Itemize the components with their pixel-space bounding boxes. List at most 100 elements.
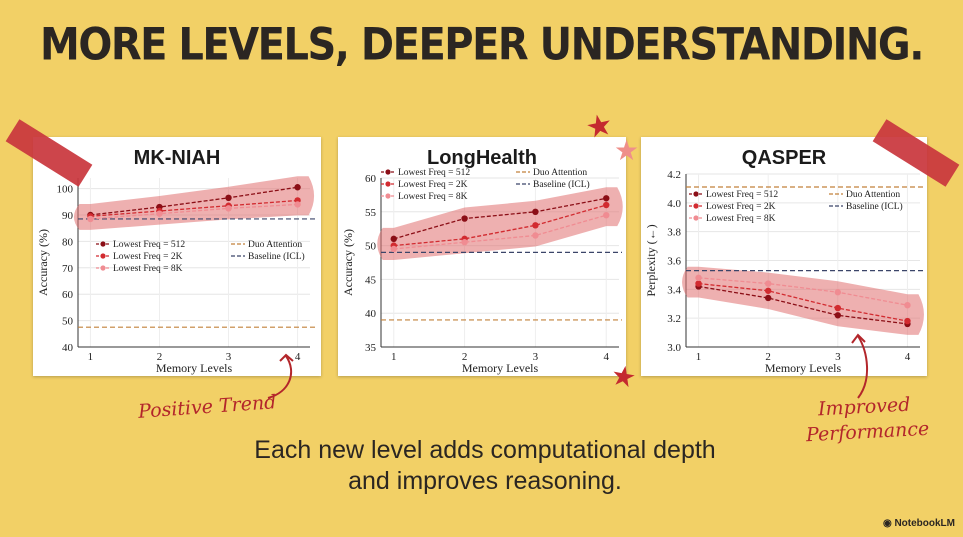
arrow-icon	[267, 355, 292, 399]
y-tick-label: 3.8	[667, 227, 681, 239]
x-axis-label: Memory Levels	[462, 361, 539, 375]
x-tick-label: 3	[835, 351, 841, 363]
y-tick-label: 100	[57, 184, 74, 196]
y-tick-label: 3.2	[667, 313, 681, 325]
y-axis-label: Perplexity (←)	[644, 224, 658, 296]
arrow-icon	[857, 335, 869, 399]
series-line	[90, 199, 298, 217]
x-tick-label: 1	[696, 351, 702, 363]
data-point	[294, 201, 301, 208]
x-axis-label: Memory Levels	[156, 361, 233, 375]
data-point	[764, 287, 772, 294]
chart-title: QASPER	[742, 147, 827, 169]
data-point	[695, 274, 702, 281]
legend-swatch	[385, 181, 391, 187]
y-tick-label: 50	[62, 316, 74, 328]
legend-swatch	[385, 193, 391, 199]
series-line	[698, 282, 908, 322]
data-point	[390, 245, 397, 253]
legend-label: Lowest Freq = 2K	[706, 202, 776, 212]
y-tick-label: 50	[365, 241, 377, 253]
chart-title: MK-NIAH	[134, 147, 221, 169]
data-point	[532, 208, 539, 215]
x-tick-label: 1	[391, 351, 397, 363]
y-tick-label: 90	[62, 210, 74, 222]
series-line	[698, 277, 908, 306]
y-tick-label: 4.2	[667, 169, 681, 181]
chart-mk-niah: MK-NIAH 40 50 60 70 80 90 100 1 2 3 4 Memory Levels A…	[36, 147, 317, 375]
data-point	[532, 222, 539, 229]
data-point	[764, 294, 772, 302]
legend-swatch	[100, 241, 106, 247]
y-tick-label: 3.6	[667, 256, 681, 268]
legend-label: Lowest Freq = 512	[706, 190, 778, 200]
legend-label: Lowest Freq = 8K	[113, 264, 183, 274]
brand-label: NotebookLM	[894, 518, 955, 529]
data-point	[834, 312, 842, 319]
y-tick-label: 60	[62, 289, 74, 301]
x-tick-label: 4	[295, 351, 301, 363]
legend-label: Lowest Freq = 8K	[398, 192, 468, 202]
legend-label: Baseline (ICL)	[846, 201, 903, 212]
x-tick-label: 2	[157, 351, 163, 363]
y-tick-label: 35	[365, 342, 377, 354]
y-tick-label: 45	[365, 274, 377, 286]
arrow-icon	[851, 333, 866, 344]
y-axis-label: Accuracy (%)	[341, 229, 355, 296]
data-point	[904, 317, 911, 325]
legend-swatch	[385, 169, 391, 175]
legend-label: Lowest Freq = 512	[398, 168, 470, 178]
series-line	[90, 203, 298, 220]
y-tick-label: 60	[365, 173, 377, 185]
chart-longhealth: LongHealth 35 40 45 50 55 60 1 2 3 4 Memory Levels A…	[341, 147, 623, 375]
x-tick-label: 4	[905, 351, 911, 363]
legend-label: Lowest Freq = 2K	[113, 252, 183, 262]
chart-card-qasper: QASPER 3.0 3.2 3.4 3.6 3.8 4.0 4.2 1 2 3 4 Memory Le…	[641, 137, 927, 376]
legend-label: Baseline (ICL)	[533, 179, 590, 190]
data-point	[904, 301, 911, 309]
star-icon: ★	[614, 134, 640, 167]
data-point	[834, 304, 842, 312]
legend-swatch	[100, 253, 106, 259]
caption-line-1: Each new level adds computational depth	[254, 436, 716, 464]
data-point	[87, 215, 94, 223]
data-point	[156, 210, 163, 217]
legend-label: Lowest Freq = 2K	[398, 180, 468, 190]
chart-card-longhealth: LongHealth 35 40 45 50 55 60 1 2 3 4 Memory Levels A…	[338, 137, 626, 376]
x-tick-label: 4	[604, 351, 610, 363]
series-line	[393, 197, 607, 240]
data-point	[461, 215, 468, 222]
brand-badge: ◉ NotebookLM	[883, 518, 955, 529]
series-line	[90, 186, 298, 216]
y-tick-label: 3.4	[667, 284, 681, 296]
data-point	[225, 194, 232, 202]
data-point	[225, 205, 232, 212]
y-tick-label: 40	[365, 308, 377, 320]
legend-label: Duo Attention	[533, 168, 587, 178]
data-point	[532, 232, 539, 239]
data-point	[603, 195, 610, 202]
legend-label: Lowest Freq = 8K	[706, 214, 776, 224]
y-tick-label: 55	[365, 207, 377, 219]
chart-qasper: QASPER 3.0 3.2 3.4 3.6 3.8 4.0 4.2 1 2 3 4 Memory Le…	[644, 147, 924, 375]
data-point	[764, 280, 772, 287]
data-point	[603, 201, 610, 209]
y-tick-label: 3.0	[667, 342, 681, 354]
legend-swatch	[693, 191, 699, 197]
notebooklm-logo-icon: ◉	[882, 518, 892, 529]
x-tick-label: 1	[88, 351, 94, 363]
y-tick-label: 4.0	[667, 198, 681, 210]
legend-label: Baseline (ICL)	[248, 251, 305, 262]
x-tick-label: 2	[462, 351, 468, 363]
legend-swatch	[693, 203, 699, 209]
arrow-icon	[279, 353, 294, 362]
data-point	[603, 211, 610, 219]
x-tick-label: 3	[226, 351, 232, 363]
caption: Each new level adds computational depth …	[120, 435, 850, 497]
data-point	[695, 280, 702, 287]
legend-label: Duo Attention	[846, 190, 900, 200]
legend-label: Lowest Freq = 512	[113, 240, 185, 250]
headline: MORE LEVELS, DEEPER UNDERSTANDING.	[40, 19, 924, 71]
x-tick-label: 2	[765, 351, 771, 363]
